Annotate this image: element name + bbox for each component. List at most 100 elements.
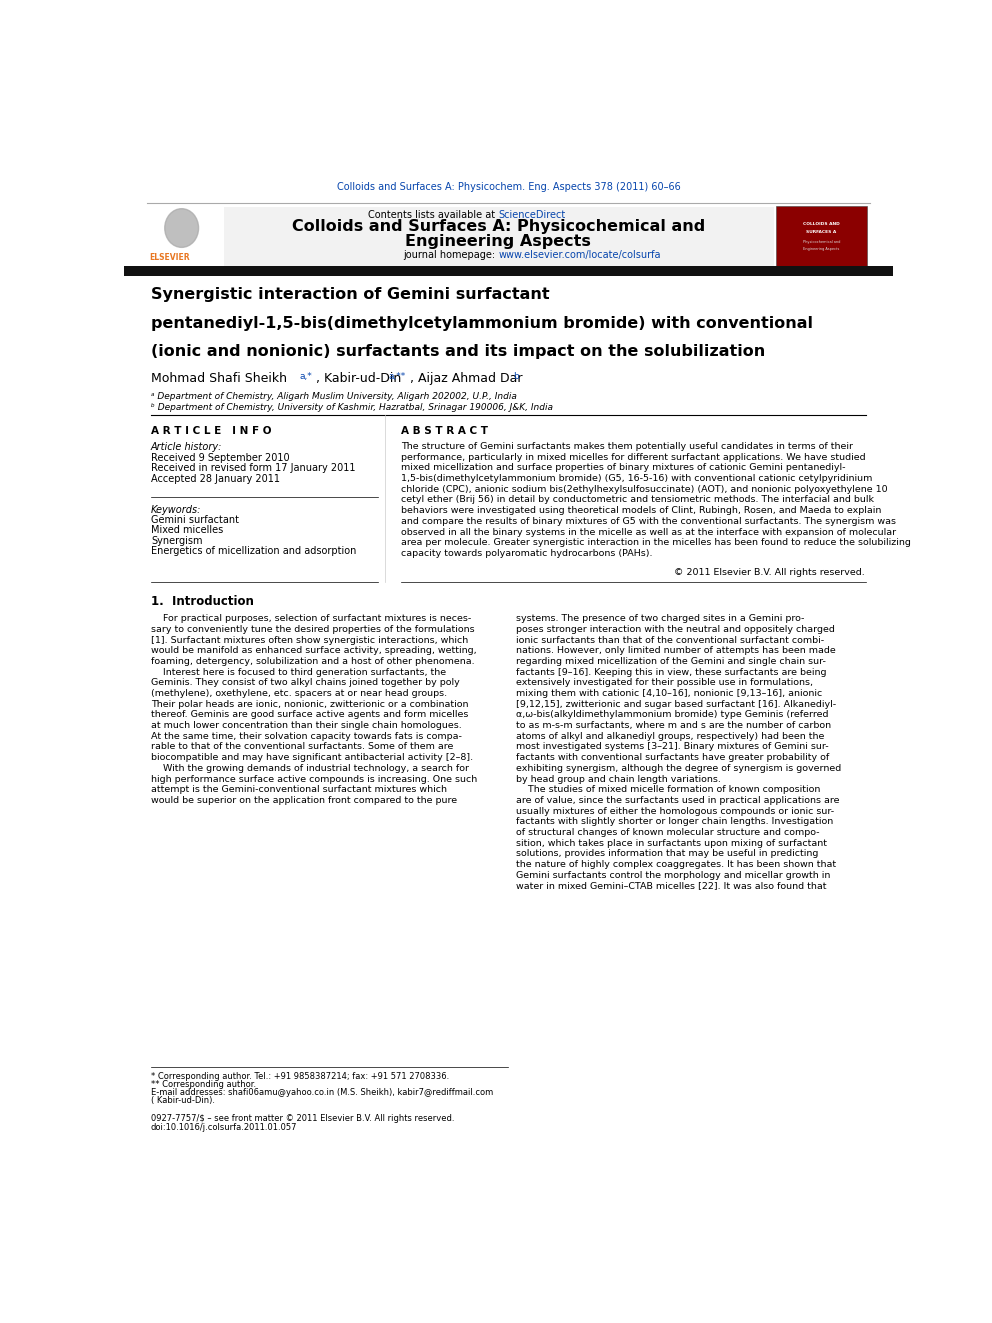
Text: b: b (513, 372, 519, 381)
Text: atoms of alkyl and alkanediyl groups, respectively) had been the: atoms of alkyl and alkanediyl groups, re… (516, 732, 824, 741)
Text: , Kabir-ud-Din: , Kabir-ud-Din (316, 372, 402, 385)
Text: factants with slightly shorter or longer chain lengths. Investigation: factants with slightly shorter or longer… (516, 818, 833, 827)
Text: The studies of mixed micelle formation of known composition: The studies of mixed micelle formation o… (516, 786, 820, 794)
Text: Gemini surfactants control the morphology and micellar growth in: Gemini surfactants control the morpholog… (516, 871, 830, 880)
Text: E-mail addresses: shafi06amu@yahoo.co.in (M.S. Sheikh), kabir7@rediffmail.com: E-mail addresses: shafi06amu@yahoo.co.in… (151, 1088, 493, 1097)
Text: factants with conventional surfactants have greater probability of: factants with conventional surfactants h… (516, 753, 829, 762)
Text: Engineering Aspects: Engineering Aspects (406, 234, 591, 249)
Text: Geminis. They consist of two alkyl chains joined together by poly: Geminis. They consist of two alkyl chain… (151, 679, 459, 688)
Text: * Corresponding author. Tel.: +91 9858387214; fax: +91 571 2708336.: * Corresponding author. Tel.: +91 985838… (151, 1072, 449, 1081)
Text: solutions, provides information that may be useful in predicting: solutions, provides information that may… (516, 849, 818, 859)
Text: by head group and chain length variations.: by head group and chain length variation… (516, 774, 721, 783)
Text: sition, which takes place in surfactants upon mixing of surfactant: sition, which takes place in surfactants… (516, 839, 827, 848)
Text: high performance surface active compounds is increasing. One such: high performance surface active compound… (151, 774, 477, 783)
Text: Synergism: Synergism (151, 536, 202, 545)
Text: SURFACES A: SURFACES A (806, 230, 836, 234)
Text: would be manifold as enhanced surface activity, spreading, wetting,: would be manifold as enhanced surface ac… (151, 646, 476, 655)
Text: doi:10.1016/j.colsurfa.2011.01.057: doi:10.1016/j.colsurfa.2011.01.057 (151, 1123, 298, 1132)
Text: At the same time, their solvation capacity towards fats is compa-: At the same time, their solvation capaci… (151, 732, 462, 741)
Text: pentanediyl-1,5-bis(dimethylcetylammonium bromide) with conventional: pentanediyl-1,5-bis(dimethylcetylammoniu… (151, 316, 812, 331)
Text: a,*: a,* (300, 372, 312, 381)
Text: Mixed micelles: Mixed micelles (151, 525, 223, 536)
Text: Received 9 September 2010: Received 9 September 2010 (151, 454, 290, 463)
Text: The structure of Gemini surfactants makes them potentially useful candidates in : The structure of Gemini surfactants make… (401, 442, 853, 451)
Text: cetyl ether (Brij 56) in detail by conductometric and tensiometric methods. The : cetyl ether (Brij 56) in detail by condu… (401, 495, 874, 504)
Text: © 2011 Elsevier B.V. All rights reserved.: © 2011 Elsevier B.V. All rights reserved… (674, 568, 864, 577)
Text: α,ω-bis(alkyldimethylammonium bromide) type Geminis (referred: α,ω-bis(alkyldimethylammonium bromide) t… (516, 710, 828, 720)
Text: Their polar heads are ionic, nonionic, zwitterionic or a combination: Their polar heads are ionic, nonionic, z… (151, 700, 468, 709)
Text: systems. The presence of two charged sites in a Gemini pro-: systems. The presence of two charged sit… (516, 614, 805, 623)
Text: ᵃ Department of Chemistry, Aligarh Muslim University, Aligarh 202002, U.P., Indi: ᵃ Department of Chemistry, Aligarh Musli… (151, 392, 517, 401)
Text: nations. However, only limited number of attempts has been made: nations. However, only limited number of… (516, 646, 836, 655)
Ellipse shape (165, 209, 198, 247)
Text: Colloids and Surfaces A: Physicochem. Eng. Aspects 378 (2011) 60–66: Colloids and Surfaces A: Physicochem. En… (336, 183, 681, 192)
Text: ionic surfactants than that of the conventional surfactant combi-: ionic surfactants than that of the conve… (516, 635, 824, 644)
Text: most investigated systems [3–21]. Binary mixtures of Gemini sur-: most investigated systems [3–21]. Binary… (516, 742, 828, 751)
Text: Interest here is focused to third generation surfactants, the: Interest here is focused to third genera… (151, 668, 446, 676)
Text: Keywords:: Keywords: (151, 505, 201, 515)
Text: to as m-s-m surfactants, where m and s are the number of carbon: to as m-s-m surfactants, where m and s a… (516, 721, 831, 730)
Text: , Aijaz Ahmad Dar: , Aijaz Ahmad Dar (410, 372, 523, 385)
Text: ELSEVIER: ELSEVIER (150, 253, 190, 262)
Text: ( Kabir-ud-Din).: ( Kabir-ud-Din). (151, 1095, 215, 1105)
Text: area per molecule. Greater synergistic interaction in the micelles has been foun: area per molecule. Greater synergistic i… (401, 538, 911, 548)
Text: mixed micellization and surface properties of binary mixtures of cationic Gemini: mixed micellization and surface properti… (401, 463, 845, 472)
Text: a,**: a,** (389, 372, 406, 381)
Text: Mohmad Shafi Sheikh: Mohmad Shafi Sheikh (151, 372, 287, 385)
Text: (methylene), oxethylene, etc. spacers at or near head groups.: (methylene), oxethylene, etc. spacers at… (151, 689, 447, 699)
Text: [9,12,15], zwitterionic and sugar based surfactant [16]. Alkanediyl-: [9,12,15], zwitterionic and sugar based … (516, 700, 836, 709)
Text: For practical purposes, selection of surfactant mixtures is neces-: For practical purposes, selection of sur… (151, 614, 471, 623)
Text: Energetics of micellization and adsorption: Energetics of micellization and adsorpti… (151, 546, 356, 556)
FancyBboxPatch shape (224, 206, 774, 267)
Text: biocompatible and may have significant antibacterial activity [2–8].: biocompatible and may have significant a… (151, 753, 473, 762)
Text: Gemini surfactant: Gemini surfactant (151, 515, 239, 525)
FancyBboxPatch shape (776, 205, 867, 270)
Text: Received in revised form 17 January 2011: Received in revised form 17 January 2011 (151, 463, 355, 474)
Text: Accepted 28 January 2011: Accepted 28 January 2011 (151, 474, 280, 483)
Text: sary to conveniently tune the desired properties of the formulations: sary to conveniently tune the desired pr… (151, 624, 474, 634)
Text: Physicochemical and: Physicochemical and (803, 241, 840, 245)
Text: 0927-7757/$ – see front matter © 2011 Elsevier B.V. All rights reserved.: 0927-7757/$ – see front matter © 2011 El… (151, 1114, 454, 1123)
Text: A B S T R A C T: A B S T R A C T (401, 426, 488, 435)
Text: [1]. Surfactant mixtures often show synergistic interactions, which: [1]. Surfactant mixtures often show syne… (151, 635, 468, 644)
Text: extensively investigated for their possible use in formulations,: extensively investigated for their possi… (516, 679, 813, 688)
Text: 1,5-bis(dimethylcetylammonium bromide) (G5, 16-5-16) with conventional cationic : 1,5-bis(dimethylcetylammonium bromide) (… (401, 474, 872, 483)
Text: thereof. Geminis are good surface active agents and form micelles: thereof. Geminis are good surface active… (151, 710, 468, 720)
Text: observed in all the binary systems in the micelle as well as at the interface wi: observed in all the binary systems in th… (401, 528, 896, 537)
Text: Engineering Aspects: Engineering Aspects (804, 247, 839, 251)
Text: factants [9–16]. Keeping this in view, these surfactants are being: factants [9–16]. Keeping this in view, t… (516, 668, 826, 676)
Text: COLLOIDS AND: COLLOIDS AND (803, 222, 839, 226)
FancyBboxPatch shape (124, 266, 893, 277)
Text: at much lower concentration than their single chain homologues.: at much lower concentration than their s… (151, 721, 461, 730)
Text: ** Corresponding author.: ** Corresponding author. (151, 1080, 256, 1089)
Text: Contents lists available at: Contents lists available at (368, 209, 498, 220)
Text: capacity towards polyaromatic hydrocarbons (PAHs).: capacity towards polyaromatic hydrocarbo… (401, 549, 653, 558)
Text: journal homepage:: journal homepage: (403, 250, 498, 261)
Text: With the growing demands of industrial technology, a search for: With the growing demands of industrial t… (151, 763, 469, 773)
Text: behaviors were investigated using theoretical models of Clint, Rubingh, Rosen, a: behaviors were investigated using theore… (401, 507, 881, 515)
Text: Article history:: Article history: (151, 442, 222, 452)
Text: rable to that of the conventional surfactants. Some of them are: rable to that of the conventional surfac… (151, 742, 453, 751)
Text: performance, particularly in mixed micelles for different surfactant application: performance, particularly in mixed micel… (401, 452, 865, 462)
Text: mixing them with cationic [4,10–16], nonionic [9,13–16], anionic: mixing them with cationic [4,10–16], non… (516, 689, 822, 699)
Text: regarding mixed micellization of the Gemini and single chain sur-: regarding mixed micellization of the Gem… (516, 658, 826, 665)
Text: would be superior on the application front compared to the pure: would be superior on the application fro… (151, 796, 457, 804)
Text: www.elsevier.com/locate/colsurfa: www.elsevier.com/locate/colsurfa (498, 250, 661, 261)
Text: exhibiting synergism, although the degree of synergism is governed: exhibiting synergism, although the degre… (516, 763, 841, 773)
Text: A R T I C L E   I N F O: A R T I C L E I N F O (151, 426, 272, 435)
Text: poses stronger interaction with the neutral and oppositely charged: poses stronger interaction with the neut… (516, 624, 835, 634)
Text: of structural changes of known molecular structure and compo-: of structural changes of known molecular… (516, 828, 819, 837)
Text: water in mixed Gemini–CTAB micelles [22]. It was also found that: water in mixed Gemini–CTAB micelles [22]… (516, 881, 826, 890)
Text: chloride (CPC), anionic sodium bis(2ethylhexylsulfosuccinate) (AOT), and nonioni: chloride (CPC), anionic sodium bis(2ethy… (401, 484, 888, 493)
Text: Synergistic interaction of Gemini surfactant: Synergistic interaction of Gemini surfac… (151, 287, 550, 302)
Text: ᵇ Department of Chemistry, University of Kashmir, Hazratbal, Srinagar 190006, J&: ᵇ Department of Chemistry, University of… (151, 404, 553, 413)
FancyBboxPatch shape (146, 206, 224, 267)
Text: are of value, since the surfactants used in practical applications are: are of value, since the surfactants used… (516, 796, 839, 804)
Text: attempt is the Gemini-conventional surfactant mixtures which: attempt is the Gemini-conventional surfa… (151, 786, 447, 794)
Text: 1.  Introduction: 1. Introduction (151, 595, 254, 607)
Text: and compare the results of binary mixtures of G5 with the conventional surfactan: and compare the results of binary mixtur… (401, 517, 896, 525)
Text: the nature of highly complex coaggregates. It has been shown that: the nature of highly complex coaggregate… (516, 860, 836, 869)
Text: usually mixtures of either the homologous compounds or ionic sur-: usually mixtures of either the homologou… (516, 807, 834, 816)
Text: ScienceDirect: ScienceDirect (498, 209, 565, 220)
Text: Colloids and Surfaces A: Physicochemical and: Colloids and Surfaces A: Physicochemical… (292, 218, 705, 234)
